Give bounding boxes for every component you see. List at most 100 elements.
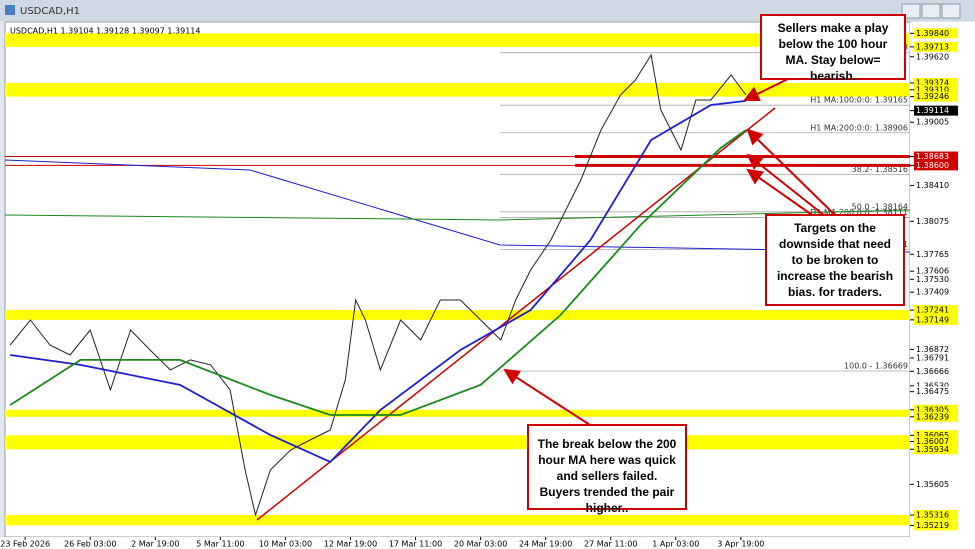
x-tick-label: 24 Mar 19:00: [519, 540, 572, 549]
y-tick-label: 1.39246: [916, 92, 949, 101]
y-tick-label: 1.35934: [916, 445, 949, 454]
y-tick-label: 1.39005: [916, 118, 949, 127]
zone: [5, 82, 910, 97]
y-tick-label: 1.36872: [916, 345, 949, 354]
y-tick-label: 1.35219: [916, 521, 949, 530]
y-tick-label-bg: [914, 510, 958, 521]
y-tick-label-bg: [914, 180, 958, 191]
symbol-info: USDCAD,H1 1.39104 1.39128 1.39097 1.3911…: [10, 27, 200, 36]
series-line: [9, 53, 747, 517]
y-tick-label: 1.36065: [916, 431, 949, 440]
x-tick-label: 12 Mar 19:00: [324, 540, 377, 549]
y-tick-label: 1.39620: [916, 52, 949, 61]
y-tick-label: 1.37530: [916, 275, 949, 284]
y-tick-label-bg: [914, 444, 958, 455]
y-tick-label: 1.38410: [916, 181, 949, 190]
y-tick-label-bg: [914, 305, 958, 316]
y-tick-label: 1.39840: [916, 29, 949, 38]
x-tick-label: 3 Apr 19:00: [717, 540, 764, 549]
annotation: Sellers make a play below the 100 hour M…: [760, 14, 906, 83]
x-tick-label: 17 Mar 11:00: [389, 540, 442, 549]
y-tick-label-bg: [914, 380, 958, 391]
level-label: 100.0 - 1.36669: [844, 361, 908, 370]
annotation: The break below the 200 hour MA here was…: [527, 424, 687, 515]
arrow: [746, 153, 826, 217]
y-tick-label-bg: [914, 51, 958, 62]
y-tick-label: 1.38075: [916, 217, 949, 226]
zone: [5, 409, 910, 417]
y-tick-label: 1.37409: [916, 288, 949, 297]
y-tick-label-bg: [914, 266, 958, 277]
zone: [5, 310, 910, 320]
window-icon: [5, 5, 15, 15]
y-tick-label-bg: [914, 117, 958, 128]
y-tick-label: 1.35316: [916, 511, 949, 520]
y-tick-label-bg: [914, 436, 958, 447]
x-tick-label: 23 Feb 2026: [0, 540, 50, 549]
window-title: USDCAD,H1: [20, 6, 80, 17]
maximize-button[interactable]: [921, 3, 941, 19]
y-tick-label-bg: [914, 352, 958, 363]
annotation: Targets on the downside that need to be …: [765, 214, 905, 306]
zone: [5, 515, 910, 526]
y-tick-label: 1.39713: [916, 42, 949, 51]
y-tick-label-bg: [914, 41, 958, 52]
level-label: 38.2- 1.38516: [852, 165, 908, 174]
y-tick-label: 1.36530: [916, 381, 949, 390]
y-tick-label: 1.35605: [916, 480, 949, 489]
y-tick-label-bg: [914, 91, 958, 102]
y-tick-label-bg: [914, 404, 958, 415]
x-tick-label: 10 Mar 03:00: [259, 540, 312, 549]
zone: [5, 435, 910, 450]
y-tick-label: 1.36305: [916, 405, 949, 414]
y-tick-label: 1.37765: [916, 250, 949, 259]
arrow: [746, 128, 836, 216]
title-bar: [0, 0, 975, 21]
level-label: D1 MA:200:0:0: 1.38111: [810, 208, 908, 217]
y-tick-label-bg: [914, 479, 958, 490]
series-line: [10, 100, 747, 463]
y-tick-label-bg: [914, 105, 958, 116]
y-tick-label: 1.36239: [916, 412, 949, 421]
y-tick-label: 1.37149: [916, 315, 949, 324]
daily-ma-line: [4, 209, 911, 221]
y-tick-label: 1.37606: [916, 267, 949, 276]
x-tick-label: 5 Mar 11:00: [196, 540, 244, 549]
y-tick-label-bg: [914, 366, 958, 377]
y-tick-label: 1.38683: [916, 152, 949, 161]
y-tick-label: 1.39114: [916, 106, 949, 115]
time-axis: [0, 537, 975, 549]
y-tick-label-bg: [914, 151, 958, 162]
level-label: H1 MA:100:0:0: 1.39165: [810, 96, 908, 105]
close-button[interactable]: [941, 3, 961, 19]
y-tick-label: 1.38600: [916, 161, 949, 170]
x-tick-label: 1 Apr 03:00: [652, 540, 699, 549]
zone: [5, 33, 910, 47]
y-tick-label-bg: [914, 520, 958, 531]
y-tick-label-bg: [914, 411, 958, 422]
y-tick-label-bg: [914, 249, 958, 260]
y-tick-label: 1.39310: [916, 85, 949, 94]
y-tick-label-bg: [914, 274, 958, 285]
y-tick-label: 1.37241: [916, 306, 949, 315]
arrow: [503, 368, 591, 426]
y-tick-label-bg: [914, 287, 958, 298]
minimize-button[interactable]: [901, 3, 921, 19]
y-tick-label-bg: [914, 430, 958, 441]
y-tick-label-bg: [914, 344, 958, 355]
y-tick-label-bg: [914, 216, 958, 227]
y-tick-label-bg: [914, 77, 958, 88]
x-tick-label: 20 Mar 03:00: [454, 540, 507, 549]
trend-line: [256, 107, 776, 521]
y-tick-label: 1.36791: [916, 353, 949, 362]
y-tick-label: 1.36666: [916, 367, 949, 376]
y-tick-label-bg: [914, 160, 958, 171]
arrow: [743, 77, 791, 102]
x-tick-label: 26 Feb 03:00: [64, 540, 116, 549]
y-tick-label-bg: [914, 314, 958, 325]
y-tick-label: 1.39374: [916, 78, 949, 87]
series-line: [9, 129, 747, 416]
arrow: [746, 168, 816, 218]
y-tick-label-bg: [914, 28, 958, 39]
